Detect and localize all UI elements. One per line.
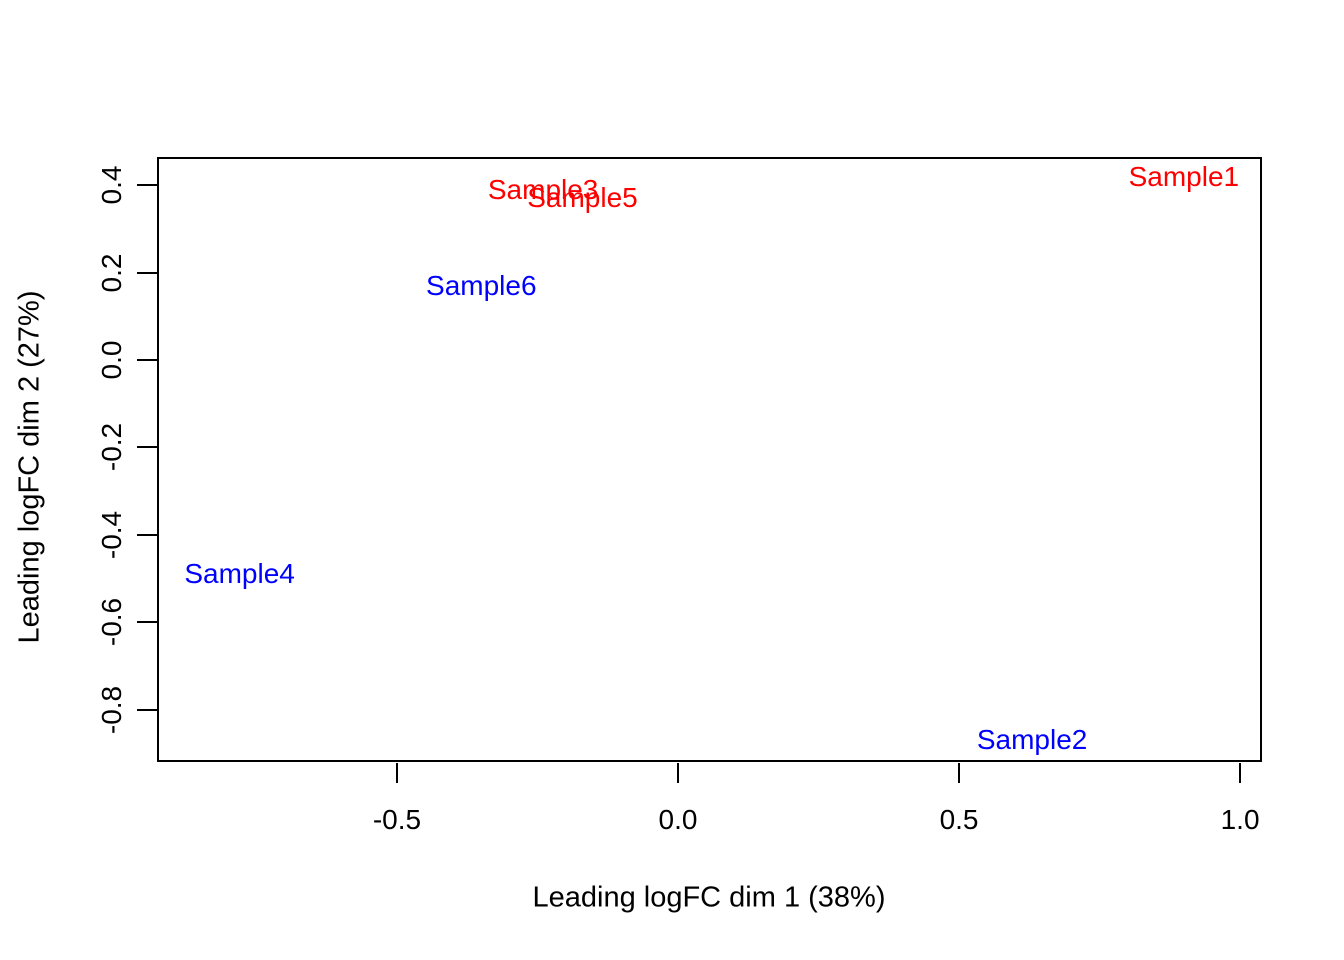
x-tick-label: 0.5	[939, 804, 979, 835]
y-tick-mark	[137, 708, 157, 711]
y-tick-label: -0.8	[96, 685, 127, 734]
y-tick-label: -0.4	[96, 510, 127, 559]
y-tick-label: 0.2	[96, 253, 127, 293]
x-tick-label: 1.0	[1220, 804, 1260, 835]
sample-point-label: Sample5	[527, 182, 638, 214]
y-tick-label: -0.6	[96, 598, 127, 647]
x-tick-label: 0.0	[658, 804, 698, 835]
x-tick-mark	[395, 763, 398, 783]
y-tick-label: 0.0	[96, 340, 127, 380]
y-tick-mark	[137, 446, 157, 449]
sample-point-label: Sample6	[426, 269, 537, 301]
x-tick-label: -0.5	[372, 804, 422, 835]
y-tick-mark	[137, 271, 157, 274]
y-axis-title: Leading logFC dim 2 (27%)	[13, 290, 46, 644]
x-tick-mark	[1239, 763, 1242, 783]
y-tick-mark	[137, 621, 157, 624]
y-tick-label: 0.4	[96, 165, 127, 205]
y-tick-mark	[137, 184, 157, 187]
sample-point-label: Sample1	[1128, 160, 1240, 192]
y-tick-mark	[137, 533, 157, 536]
y-tick-label: -0.2	[96, 423, 127, 472]
x-axis-title: Leading logFC dim 1 (38%)	[532, 881, 886, 914]
x-tick-mark	[677, 763, 680, 783]
sample-point-label: Sample4	[184, 558, 295, 590]
plot-area	[157, 157, 1262, 762]
x-tick-mark	[958, 763, 961, 783]
sample-point-label: Sample3	[487, 173, 599, 205]
y-tick-mark	[137, 359, 157, 362]
sample-point-label: Sample2	[976, 724, 1088, 756]
